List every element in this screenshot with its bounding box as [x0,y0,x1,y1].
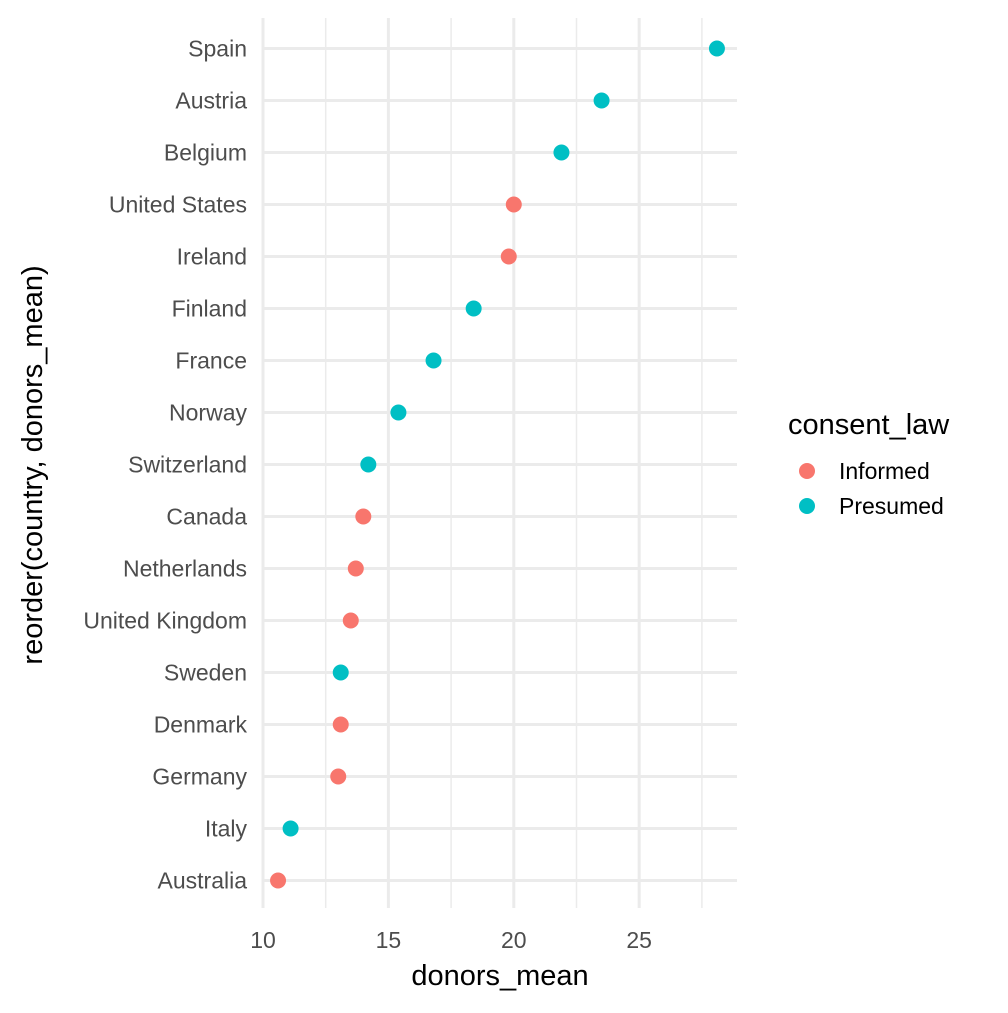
data-point-ireland [500,248,517,265]
legend-key-presumed [799,498,815,514]
x-axis-title: donors_mean [411,960,588,992]
y-tick-label: Spain [188,36,247,62]
data-point-norway [390,404,407,421]
data-point-united-kingdom [342,612,359,629]
y-tick-labels: Australia Italy Germany Denmark Sweden United… [83,36,247,894]
legend-key-informed [799,463,815,479]
data-point-finland [465,300,482,317]
y-tick-label: Canada [166,504,247,530]
data-point-switzerland [360,456,377,473]
y-tick-label: Australia [158,868,248,894]
y-axis-title: reorder(country, donors_mean) [17,265,49,664]
data-point-germany [330,768,347,785]
data-point-united-states [505,196,522,213]
data-points [270,40,725,889]
x-tick-label: 25 [626,927,652,953]
x-tick-label: 20 [501,927,527,953]
y-tick-label: United Kingdom [83,608,247,634]
data-point-denmark [332,716,349,733]
x-tick-label: 15 [376,927,402,953]
y-tick-label: Germany [152,764,247,790]
y-tick-label: Denmark [154,712,248,738]
data-point-spain [708,40,725,57]
y-tick-label: Sweden [164,660,247,686]
data-point-france [425,352,442,369]
data-point-australia [270,872,287,889]
y-tick-label: Belgium [164,140,247,166]
legend-label-presumed: Presumed [839,493,944,519]
y-tick-label: Norway [169,400,247,426]
y-tick-label: United States [109,192,247,218]
data-point-austria [593,92,610,109]
legend-title: consent_law [788,409,950,441]
y-tick-label: France [175,348,247,374]
y-tick-label: Netherlands [123,556,247,582]
y-tick-label: Switzerland [128,452,247,478]
y-tick-label: Austria [175,88,247,114]
legend: consent_law Informed Presumed [788,409,950,519]
data-point-canada [355,508,372,525]
x-tick-label: 10 [250,927,276,953]
y-tick-label: Italy [205,816,248,842]
data-point-italy [282,820,299,837]
data-point-belgium [553,144,570,161]
data-point-netherlands [347,560,364,577]
y-tick-label: Finland [172,296,247,322]
legend-entries: Informed Presumed [799,458,944,519]
y-tick-label: Ireland [177,244,247,270]
x-tick-labels: 10 15 20 25 [250,927,652,953]
legend-label-informed: Informed [839,458,930,484]
data-point-sweden [332,664,349,681]
